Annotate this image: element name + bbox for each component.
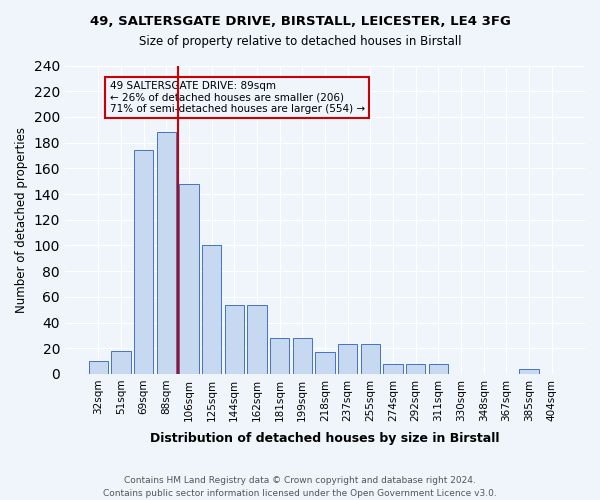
Bar bbox=[89, 361, 108, 374]
Bar bbox=[157, 132, 176, 374]
Bar bbox=[111, 351, 131, 374]
Bar bbox=[224, 304, 244, 374]
Bar bbox=[247, 304, 266, 374]
Bar bbox=[520, 369, 539, 374]
Bar bbox=[429, 364, 448, 374]
Bar bbox=[316, 352, 335, 374]
Text: Contains public sector information licensed under the Open Government Licence v3: Contains public sector information licen… bbox=[103, 488, 497, 498]
Text: Size of property relative to detached houses in Birstall: Size of property relative to detached ho… bbox=[139, 35, 461, 48]
Bar bbox=[179, 184, 199, 374]
Bar bbox=[338, 344, 357, 374]
Bar bbox=[406, 364, 425, 374]
Bar bbox=[270, 338, 289, 374]
Bar bbox=[361, 344, 380, 374]
Text: 49 SALTERSGATE DRIVE: 89sqm
← 26% of detached houses are smaller (206)
71% of se: 49 SALTERSGATE DRIVE: 89sqm ← 26% of det… bbox=[110, 81, 365, 114]
Text: 49, SALTERSGATE DRIVE, BIRSTALL, LEICESTER, LE4 3FG: 49, SALTERSGATE DRIVE, BIRSTALL, LEICEST… bbox=[89, 15, 511, 28]
Bar bbox=[293, 338, 312, 374]
X-axis label: Distribution of detached houses by size in Birstall: Distribution of detached houses by size … bbox=[150, 432, 500, 445]
Bar bbox=[383, 364, 403, 374]
Text: Contains HM Land Registry data © Crown copyright and database right 2024.: Contains HM Land Registry data © Crown c… bbox=[124, 476, 476, 485]
Bar bbox=[134, 150, 153, 374]
Y-axis label: Number of detached properties: Number of detached properties bbox=[15, 126, 28, 312]
Bar bbox=[202, 246, 221, 374]
